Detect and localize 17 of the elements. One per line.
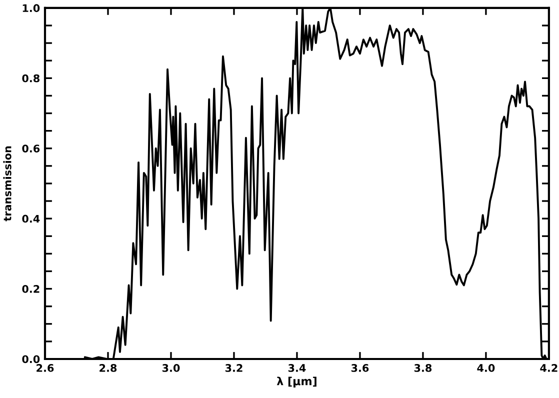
y-tick-label: 0.2: [22, 285, 40, 293]
x-tick-label: 2.6: [36, 364, 54, 372]
x-tick-label: 3.2: [225, 364, 242, 372]
x-tick-label: 3.6: [351, 364, 369, 372]
x-tick-label: 3.8: [414, 364, 432, 372]
x-axis-title: λ [μm]: [276, 376, 316, 388]
y-tick-label: 0.0: [22, 355, 40, 364]
x-tick-label: 4.2: [540, 364, 558, 372]
x-tick-label: 4.0: [477, 364, 495, 372]
y-tick-label: 0.8: [22, 74, 40, 82]
x-tick-label: 3.0: [162, 364, 180, 372]
y-axis-title: transmission: [3, 146, 12, 222]
x-tick-label: 2.8: [100, 364, 117, 372]
y-tick-label: 0.6: [22, 144, 40, 152]
y-tick-label: 0.4: [22, 214, 40, 223]
y-tick-label: 1.0: [22, 4, 40, 12]
x-tick-label: 3.4: [288, 364, 306, 372]
